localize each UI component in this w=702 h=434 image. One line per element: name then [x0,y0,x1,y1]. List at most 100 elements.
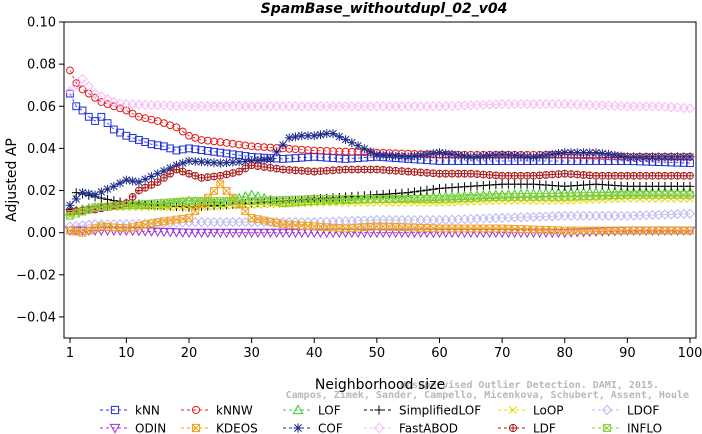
point-knn-6 [97,112,106,121]
point-ldf-30 [247,161,256,170]
point-ldf-52 [385,166,394,175]
point-cof-84 [585,148,595,158]
point-inflo-75 [529,192,538,201]
point-odin-24 [208,228,220,239]
point-inflo-54 [398,195,406,203]
y-tick-label-3: 0.02 [27,184,56,199]
point-ldf-32 [260,163,269,171]
point-odin-21 [189,228,201,239]
point-kdeos-50 [372,222,381,231]
point-inflo-68 [485,193,494,202]
point-inflo-65 [466,194,475,202]
point-kdeos-24 [210,187,218,195]
point-inflo-38 [297,195,306,204]
point-kdeos-49 [366,222,375,231]
point-odin-68 [484,228,495,239]
point-kdeos-32 [260,216,269,225]
point-inflo-97 [667,190,676,199]
point-kdeos-90 [623,226,632,235]
point-inflo-62 [448,194,456,203]
series-line-kdeos [69,183,690,234]
point-cof-41 [316,130,325,140]
legend-item-ldof: LDOF [592,404,659,418]
point-odin-52 [384,228,395,239]
legend-item-loop: LoOP [498,404,564,418]
point-knn-47 [354,154,362,162]
point-knnw-2 [72,79,81,87]
point-kdeos-61 [441,224,450,233]
point-odin-59 [427,228,439,239]
point-fastabod-97 [666,102,677,113]
point-odin-15 [152,227,163,238]
point-inflo-53 [391,195,400,203]
point-knn-10 [122,131,131,140]
series-line-knnw [69,70,690,158]
point-odin-62 [446,228,458,239]
point-fastabod-99 [678,102,689,114]
point-odin-23 [202,228,214,239]
point-knn-21 [191,145,200,154]
point-inflo-47 [354,195,362,203]
point-odin-61 [440,228,452,239]
point-kdeos-30 [247,214,256,222]
legend-item-lof: LOF [283,404,341,418]
x-tick-label-50: 50 [369,346,386,361]
point-inflo-48 [360,195,369,203]
point-inflo-29 [241,197,250,205]
legend-item-kdeos: KDEOS [181,422,258,434]
point-kdeos-99 [679,226,688,235]
point-knn-18 [172,146,181,155]
point-fastabod-9 [114,97,126,109]
point-odin-33 [265,228,276,239]
point-knnw-18 [172,123,181,132]
point-kdeos-9 [116,224,125,232]
x-tick-label-60: 60 [431,346,448,361]
point-knn-37 [291,154,300,162]
point-cof-60 [435,148,444,158]
point-kdeos-97 [667,226,676,235]
point-kdeos-45 [341,224,350,233]
point-ldf-11 [128,192,137,201]
point-inflo-10 [122,201,131,210]
point-ldf-79 [554,170,563,179]
point-ldof-100 [684,208,696,219]
point-kdeos-5 [91,224,99,233]
point-simplifiedlof-56 [410,187,419,197]
point-cof-62 [447,149,457,159]
point-cof-36 [284,133,294,143]
point-kdeos-47 [354,223,362,232]
point-inflo-58 [423,195,431,203]
point-ldf-56 [410,168,419,176]
point-kdeos-31 [253,215,262,224]
point-kdeos-7 [103,222,112,231]
point-ldf-53 [391,166,400,175]
point-odin-2 [71,226,82,236]
watermark-line-1: Campos, Zimek, Sander, Campello, Micenko… [286,389,689,401]
point-inflo-31 [253,196,262,205]
point-inflo-49 [366,195,375,203]
point-fastabod-96 [659,101,671,112]
point-knn-14 [147,140,156,149]
point-knn-16 [160,142,168,151]
point-knnw-38 [297,145,306,154]
point-knnw-42 [322,147,331,155]
legend-marker-fastabod [373,422,385,434]
y-tick-label-7: 0.10 [27,16,56,31]
point-odin-64 [459,228,470,239]
point-inflo-6 [97,203,106,211]
point-kdeos-4 [84,226,93,235]
point-cof-40 [309,131,319,141]
point-knn-20 [185,144,193,153]
point-ldf-40 [310,167,319,176]
point-fastabod-95 [653,101,664,112]
point-knn-35 [279,155,287,163]
point-ldf-41 [316,167,325,176]
y-tick-label-5: 0.06 [27,100,56,115]
series-inflo [66,190,694,220]
x-tick-label-100: 100 [678,346,702,361]
legend-marker-knnw [191,405,201,415]
point-kdeos-26 [222,187,231,195]
series-kdeos [66,180,694,237]
point-inflo-37 [291,195,300,204]
point-ldf-54 [398,167,406,176]
